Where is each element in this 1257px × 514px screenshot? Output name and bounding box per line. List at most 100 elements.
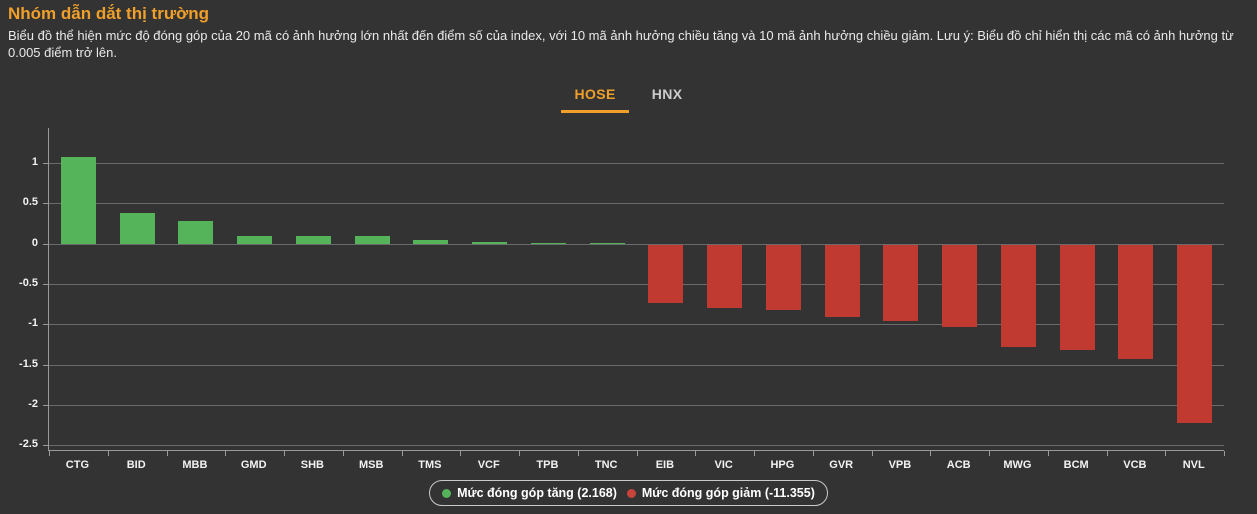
bar-MBB[interactable] [178,221,214,244]
x-axis-tick [695,451,697,456]
x-axis-tick [519,451,520,456]
x-axis-label-CTG: CTG [65,459,90,471]
y-axis-label: -2 [28,397,38,410]
bar-GMD[interactable] [237,236,273,244]
y-axis-label: 0.5 [22,196,38,209]
legend-box: Mức đóng góp tăng (2.168) Mức đóng góp g… [429,480,828,506]
bar-ACB[interactable] [942,244,978,327]
bar-HPG[interactable] [765,244,801,310]
bar-MWG[interactable] [1000,244,1036,348]
legend-label-decrease: Mức đóng góp giảm (-11.355) [641,486,815,500]
bar-TNC[interactable] [589,242,625,244]
bar-MSB[interactable] [354,236,390,244]
y-axis-tick [43,404,49,406]
x-axis-label-BCM: BCM [1063,459,1089,471]
bar-BCM[interactable] [1059,244,1095,351]
x-axis-label-TMS: TMS [418,459,442,471]
x-axis-tick [166,451,168,456]
gridline [49,364,1224,366]
x-axis-tick [636,451,638,456]
x-axis-tick [812,451,814,456]
gridline [49,163,1224,165]
x-axis-tick [107,451,109,456]
x-axis-tick [1047,451,1049,456]
y-axis-label: 0 [31,236,38,249]
x-axis-tick [1165,451,1167,456]
exchange-tabs: HOSE HNX [0,84,1257,113]
y-axis-tick [43,364,49,366]
y-axis-tick [43,163,49,165]
x-axis-label-TNC: TNC [594,459,618,471]
x-axis-tick [989,451,990,456]
gridline [49,284,1224,285]
bar-VIC[interactable] [707,244,743,308]
bar-EIB[interactable] [648,244,684,304]
x-axis-tick [284,451,285,456]
plot-area [43,128,1225,456]
x-axis-label-MBB: MBB [182,459,208,471]
page-title: Nhóm dẫn dắt thị trường [8,4,209,23]
y-axis-tick [43,203,49,205]
x-axis-label-MWG: MWG [1003,459,1032,471]
x-axis-tick [930,451,932,456]
bar-GVR[interactable] [824,244,860,318]
x-axis-tick [577,451,579,456]
x-axis-tick [460,451,462,456]
y-axis-label: -2.5 [19,438,38,451]
x-axis-label-NVL: NVL [1182,459,1205,471]
x-axis-label-VCB: VCB [1123,459,1147,471]
x-axis-label-HPG: HPG [770,459,795,471]
x-axis-label-SHB: SHB [300,459,325,471]
x-axis-tick [49,451,50,456]
bar-CTG[interactable] [60,156,96,244]
x-axis-labels: CTG BID MBB GMD SHB MSB TMS VCF TPB TNC EIB VIC HPG G… [48,459,1223,475]
x-axis-tick [225,451,227,456]
x-axis-tick [342,451,344,456]
x-axis-label-GMD: GMD [240,459,267,471]
x-axis-tick [871,451,873,456]
x-axis-label-VPB: VPB [888,459,912,471]
tab-hnx[interactable]: HNX [651,86,683,102]
x-axis-label-BID: BID [126,459,146,471]
chart-legend: Mức đóng góp tăng (2.168) Mức đóng góp g… [0,480,1257,506]
x-axis-tick [1224,451,1225,456]
legend-label-increase: Mức đóng góp tăng (2.168) [457,486,617,500]
bar-TPB[interactable] [530,242,566,244]
bar-VCB[interactable] [1118,244,1154,360]
gridline [49,445,1224,447]
gridline [49,324,1224,326]
bar-VPB[interactable] [883,244,919,322]
red-dot-icon [626,488,636,498]
bar-VCF[interactable] [472,242,508,244]
y-axis-tick [43,284,49,285]
y-axis-label: -1.5 [19,357,38,370]
legend-item-increase[interactable]: Mức đóng góp tăng (2.168) [442,486,617,500]
x-axis-label-TPB: TPB [536,459,559,471]
green-dot-icon [442,488,452,498]
x-axis-tick [754,451,755,456]
y-axis-tick [43,445,49,447]
x-axis-label-MSB: MSB [358,459,384,471]
x-axis-tick [401,451,403,456]
gridline [49,243,1224,245]
page-subtitle: Biểu đồ thể hiện mức độ đóng góp của 20 … [8,28,1234,60]
gridline [49,203,1224,205]
y-axis-tick [43,243,49,245]
y-axis-labels: 1 0.5 0 -0.5 -1 -1.5 -2 -2.5 [0,128,48,450]
x-axis-label-VIC: VIC [714,459,733,471]
gridline [49,404,1224,406]
y-axis-tick [43,324,49,326]
x-axis-label-EIB: EIB [655,459,675,471]
bar-BID[interactable] [119,213,155,244]
x-axis-label-GVR: GVR [829,459,854,471]
x-axis-label-VCF: VCF [477,459,500,471]
legend-item-decrease[interactable]: Mức đóng góp giảm (-11.355) [626,486,815,500]
bar-NVL[interactable] [1177,244,1213,423]
tab-hose[interactable]: HOSE [561,84,629,113]
y-axis-label: 1 [31,156,38,169]
y-axis-label: -1 [28,317,38,330]
bar-TMS[interactable] [413,240,449,244]
bar-SHB[interactable] [295,236,331,244]
y-axis-label: -0.5 [19,277,38,289]
x-axis-tick [1106,451,1108,456]
